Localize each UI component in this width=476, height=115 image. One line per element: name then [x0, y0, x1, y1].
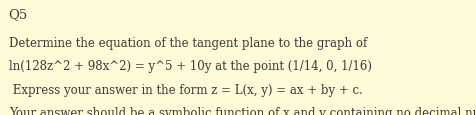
Text: Your answer should be a symbolic function of x and y containing no decimal numbe: Your answer should be a symbolic functio…	[9, 106, 476, 115]
Text: Determine the equation of the tangent plane to the graph of: Determine the equation of the tangent pl…	[9, 37, 366, 50]
Text: ln(128z^2 + 98x^2) = y^5 + 10y at the point (1/14, 0, 1/16): ln(128z^2 + 98x^2) = y^5 + 10y at the po…	[9, 60, 371, 73]
Text: Express your answer in the form z = L(x, y) = ax + by + c.: Express your answer in the form z = L(x,…	[9, 83, 362, 96]
Text: Q5: Q5	[9, 8, 28, 21]
